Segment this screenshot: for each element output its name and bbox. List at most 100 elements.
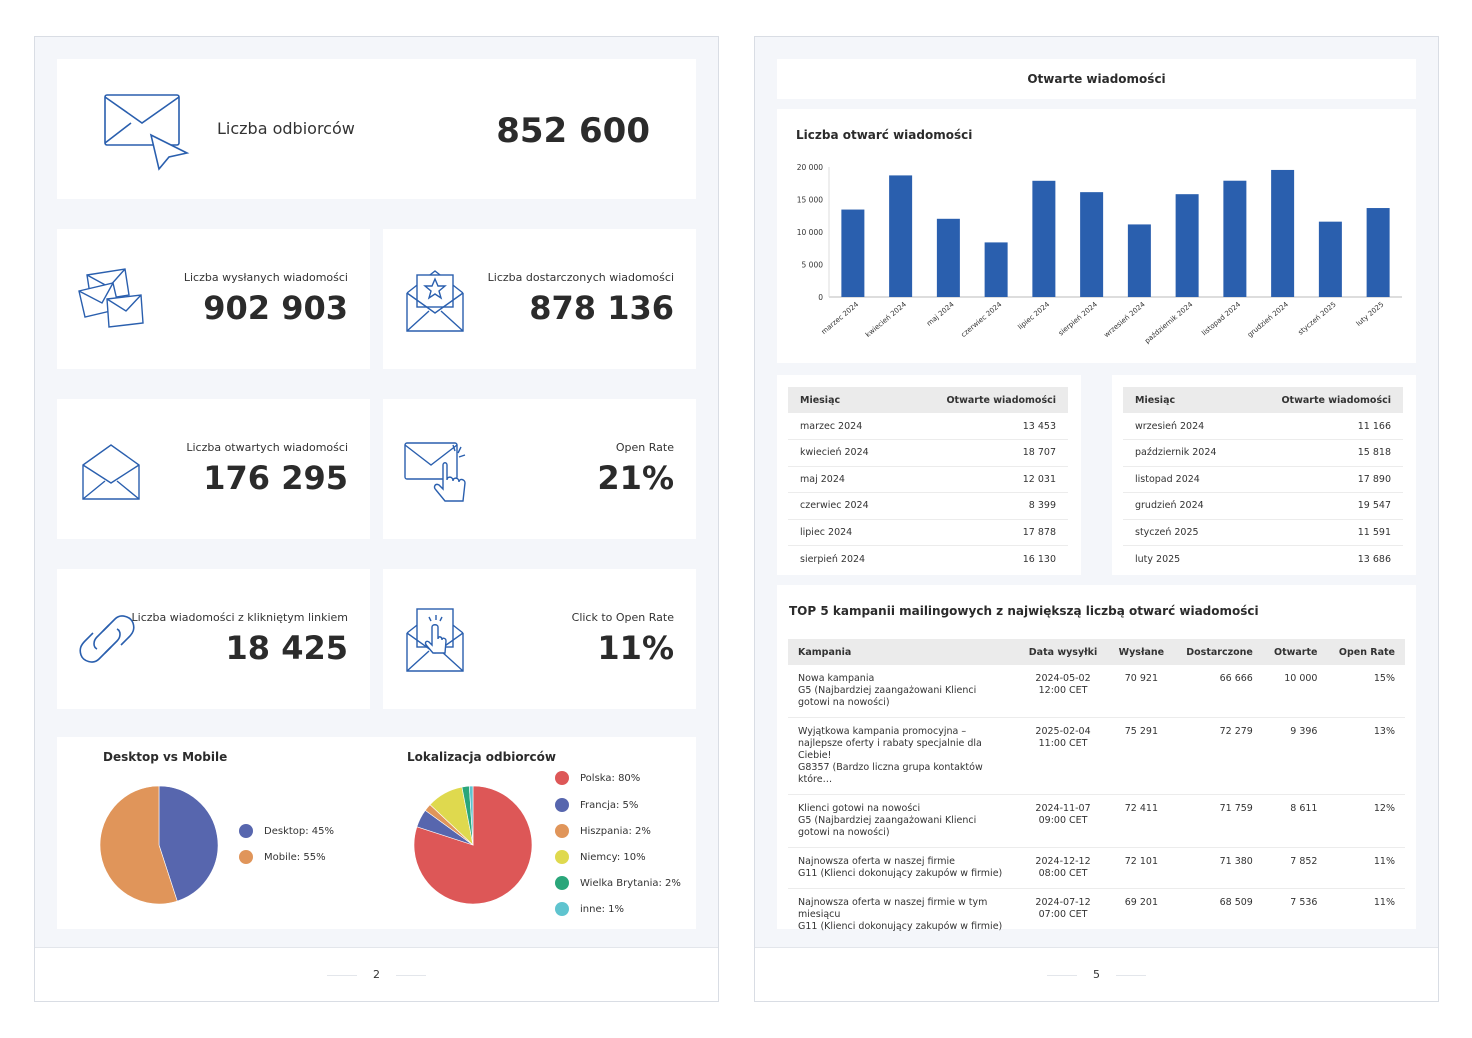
campaign-group: G5 (Najbardziej zaangażowani Klienci got… <box>798 815 977 838</box>
x-tick-label: październik 2024 <box>1143 300 1195 345</box>
sent-cell: 75 291 <box>1108 717 1175 795</box>
legend-item-wielka-brytania: Wielka Brytania: 2% <box>555 876 681 890</box>
kpi-sent-card: Liczba wysłanych wiadomości 902 903 <box>57 229 370 369</box>
bar <box>984 242 1008 297</box>
campaign-group: G11 (Klienci dokonujący zakupów w firmie… <box>798 868 1003 879</box>
month-cell: wrzesień 2024 <box>1123 413 1247 440</box>
x-tick-label: maj 2024 <box>925 300 956 328</box>
send-time: 12:00 CET <box>1038 685 1088 696</box>
table-row: Wyjątkowa kampania promocyjna – najlepsz… <box>788 717 1405 795</box>
opened-cell: 19 547 <box>1246 492 1403 520</box>
monthly-table-right: Miesiąc Otwarte wiadomości wrzesień 2024… <box>1123 387 1403 572</box>
kpi-label: Liczba wysłanych wiadomości <box>183 271 348 284</box>
legend-label: Niemcy: 10% <box>580 851 646 863</box>
kpi-delivered-card: Liczba dostarczonych wiadomości 878 136 <box>383 229 696 369</box>
table-row: Nowa kampania G5 (Najbardziej zaangażowan… <box>788 665 1405 718</box>
month-cell: kwiecień 2024 <box>788 439 903 467</box>
opened-cell: 7 536 <box>1290 897 1318 908</box>
x-tick-label: styczeń 2025 <box>1297 300 1338 336</box>
bar <box>841 209 865 297</box>
legend-dot <box>555 876 569 890</box>
device-pie-chart <box>99 785 219 905</box>
campaign-name: Wyjątkowa kampania promocyjna – najlepsz… <box>798 726 982 761</box>
month-cell: styczeń 2025 <box>1123 519 1247 546</box>
opened-cell: 7 852 <box>1262 847 1328 889</box>
legend-label: Hiszpania: 2% <box>580 825 651 837</box>
month-cell: luty 2025 <box>1135 553 1181 565</box>
envelope-click-icon <box>403 435 473 511</box>
opened-cell: 12 031 <box>902 466 1068 493</box>
bar <box>1271 169 1295 297</box>
section-title: Otwarte wiadomości <box>1027 72 1166 86</box>
kpi-label: Click to Open Rate <box>571 611 674 624</box>
campaign-cell: Najnowsza oferta w naszej firmie w tym m… <box>788 889 1018 942</box>
recipients-value: 852 600 <box>496 111 650 151</box>
date-cell: 2024-12-12 08:00 CET <box>1018 847 1109 889</box>
pie-slice <box>158 785 219 902</box>
kpi-label: Liczba otwartych wiadomości <box>186 441 348 454</box>
legend-label: Francja: 5% <box>580 799 639 811</box>
y-tick-label: 10 000 <box>797 228 823 237</box>
send-date: 2025-02-04 <box>1035 726 1091 737</box>
legend-dot <box>555 798 569 812</box>
top-campaigns-title: TOP 5 kampanii mailingowych z największą… <box>789 604 1259 618</box>
send-date: 2024-05-02 <box>1035 673 1091 684</box>
x-tick-label: wrzesień 2024 <box>1102 300 1147 339</box>
campaign-name: Nowa kampania <box>798 673 875 684</box>
x-tick-label: sierpień 2024 <box>1057 300 1099 337</box>
table-row: listopad 2024 17 890 <box>1123 466 1403 493</box>
envelope-open-icon <box>81 443 141 505</box>
envelope-send-icon <box>103 93 193 177</box>
delivered-cell: 71 380 <box>1174 847 1263 889</box>
pie-slice <box>468 785 474 846</box>
table-row: sierpień 2024 16 130 <box>788 546 1068 573</box>
sent-cell: 69 201 <box>1124 897 1158 908</box>
opened-cell: 9 396 <box>1262 717 1328 795</box>
kpi-value: 21% <box>597 459 674 497</box>
legend-label: inne: 1% <box>580 903 625 915</box>
table-row: maj 2024 12 031 <box>788 466 1068 493</box>
opened-cell: 8 611 <box>1262 794 1328 848</box>
legend-item-francja: Francja: 5% <box>555 798 638 812</box>
legend-item-inne: inne: 1% <box>555 902 624 916</box>
bar <box>1318 221 1342 297</box>
legend-item-polska: Polska: 80% <box>555 771 640 785</box>
legend-dot <box>555 771 569 785</box>
col-header-sent: Wysłane <box>1108 639 1175 665</box>
x-tick-label: kwiecień 2024 <box>864 300 908 339</box>
envelope-star-icon <box>405 265 465 339</box>
opened-cell: 13 686 <box>1357 553 1391 565</box>
x-tick-label: luty 2025 <box>1355 300 1386 328</box>
table-row: czerwiec 2024 8 399 <box>788 492 1068 520</box>
kpi-label: Liczba wiadomości z klikniętym linkiem <box>131 611 348 624</box>
y-tick-label: 5 000 <box>802 261 824 270</box>
opened-cell: 17 878 <box>902 519 1068 546</box>
table-row: Klienci gotowi na nowości G5 (Najbardziej… <box>788 794 1405 848</box>
legend-label: Wielka Brytania: 2% <box>580 877 681 889</box>
table-row: kwiecień 2024 18 707 <box>788 439 1068 467</box>
date-cell: 2024-05-02 12:00 CET <box>1018 665 1109 718</box>
kpi-label: Liczba dostarczonych wiadomości <box>487 271 674 284</box>
pie-charts-card: Desktop vs Mobile Desktop: 45% Mobile: 5… <box>57 737 696 929</box>
legend-item-desktop: Desktop: 45% <box>239 824 334 838</box>
legend-label: Mobile: 55% <box>264 851 326 863</box>
x-tick-label: grudzień 2024 <box>1246 300 1290 339</box>
opened-cell: 11 166 <box>1246 413 1403 440</box>
delivered-cell: 72 279 <box>1174 717 1263 795</box>
send-time: 11:00 CET <box>1038 738 1088 749</box>
send-time: 08:00 CET <box>1038 868 1088 879</box>
open-rate-cell: 13% <box>1327 717 1405 795</box>
campaign-name: Najnowsza oferta w naszej firmie <box>798 856 955 867</box>
report-page-5: Otwarte wiadomości Liczba otwarć wiadomo… <box>754 36 1439 1002</box>
kpi-value: 176 295 <box>203 459 348 497</box>
delivered-cell: 68 509 <box>1219 897 1253 908</box>
col-header-opened: Otwarte <box>1262 639 1328 665</box>
pie-slice <box>99 785 178 905</box>
opened-cell: 16 130 <box>1022 553 1056 565</box>
sent-cell: 72 101 <box>1108 847 1175 889</box>
kpi-value: 902 903 <box>203 289 348 327</box>
send-date: 2024-11-07 <box>1035 803 1091 814</box>
bar <box>889 175 913 297</box>
legend-dot <box>239 824 253 838</box>
col-header-date: Data wysyłki <box>1018 639 1109 665</box>
